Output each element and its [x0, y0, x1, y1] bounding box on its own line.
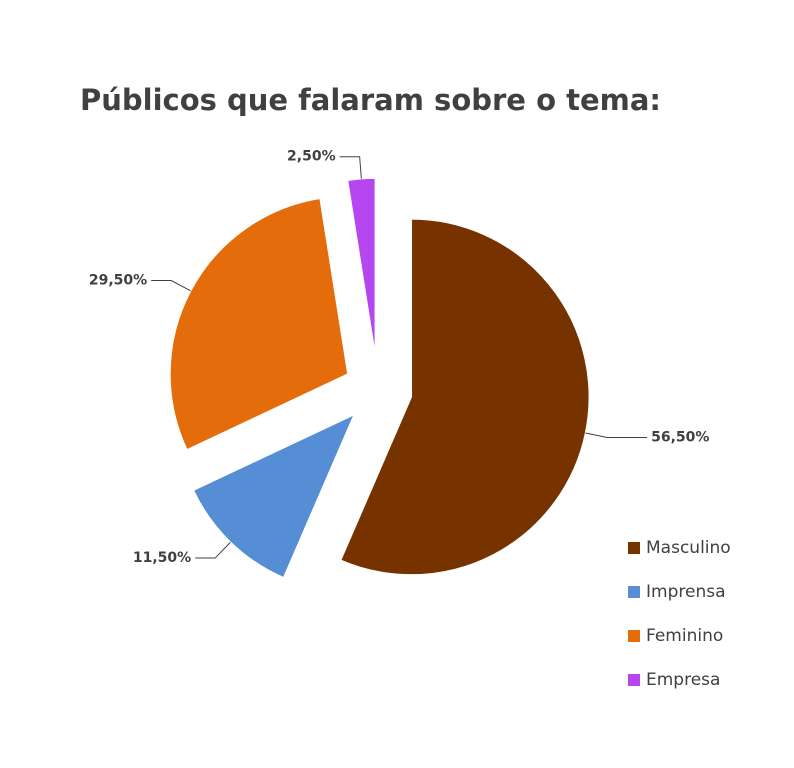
legend-swatch	[628, 630, 640, 642]
leader-line	[339, 156, 362, 179]
data-label: 2,50%	[287, 149, 336, 165]
legend-swatch	[628, 542, 640, 554]
pie-slice	[192, 412, 356, 579]
leader-line	[195, 541, 231, 559]
legend-label: Masculino	[646, 538, 731, 558]
leader-line	[151, 280, 191, 292]
pie-slice	[346, 177, 377, 357]
data-label: 29,50%	[89, 273, 147, 289]
legend-swatch	[628, 674, 640, 686]
leader-line	[585, 432, 648, 438]
legend-label: Feminino	[646, 626, 723, 646]
pie-slice	[169, 197, 349, 451]
legend-label: Empresa	[646, 670, 720, 690]
data-label: 11,50%	[133, 550, 191, 566]
legend-label: Imprensa	[646, 582, 726, 602]
pie-slice	[339, 218, 591, 576]
data-label: 56,50%	[651, 429, 709, 445]
chart-title: Públicos que falaram sobre o tema:	[80, 83, 661, 117]
legend-swatch	[628, 586, 640, 598]
